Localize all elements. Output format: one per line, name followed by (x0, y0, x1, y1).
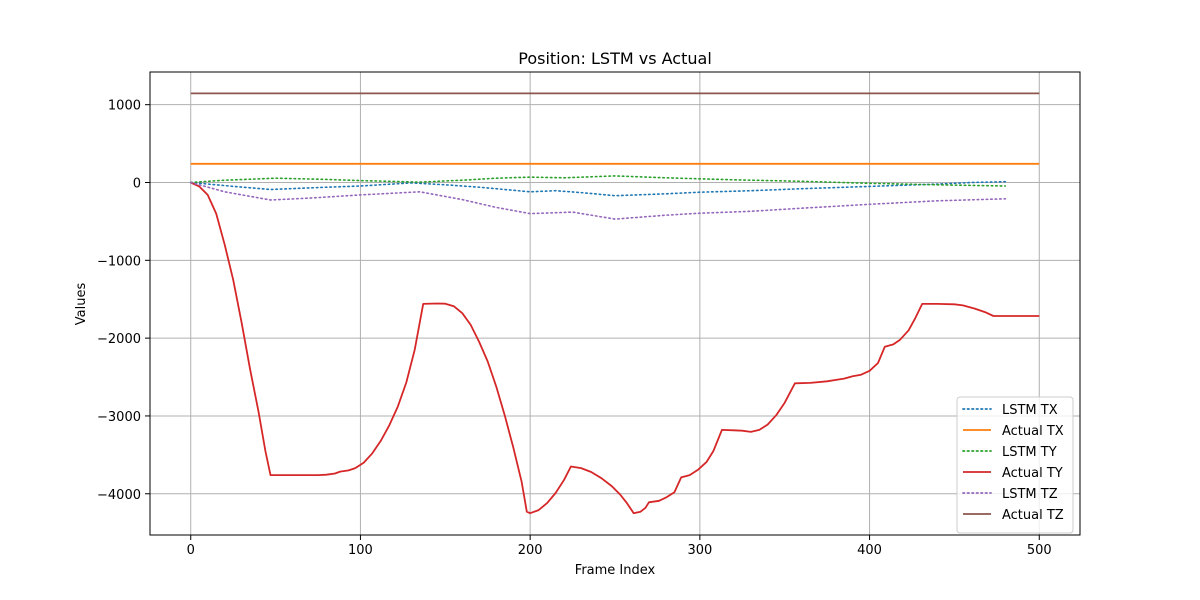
x-tick-label: 0 (187, 543, 195, 558)
x-tick-label: 100 (348, 543, 373, 558)
y-tick-label: −2000 (97, 332, 141, 347)
series-line-lstm-tx (189, 180, 1007, 197)
legend-label: Actual TZ (1002, 508, 1064, 523)
legend-label: Actual TX (1002, 424, 1064, 439)
x-axis-label: Frame Index (575, 563, 656, 578)
chart-title: Position: LSTM vs Actual (518, 49, 712, 68)
legend-box (956, 396, 1074, 534)
legend: LSTM TX Actual TX LSTM TY Actual TY LSTM TZ A… (956, 396, 1074, 534)
y-tick-label: −4000 (97, 488, 141, 503)
y-tick-label: −3000 (97, 410, 141, 425)
x-tick-label: 300 (687, 543, 712, 558)
y-tick-label: −1000 (97, 254, 141, 269)
plot-area-frame (149, 71, 1081, 536)
x-axis-ticks: 0 100 200 300 400 500 (187, 535, 1052, 558)
series-layer (189, 92, 1040, 515)
y-axis-label: Values (74, 283, 89, 326)
legend-label: LSTM TZ (1002, 487, 1058, 502)
legend-label: LSTM TY (1002, 445, 1057, 460)
series-line-actual-ty (190, 181, 1040, 515)
x-tick-label: 400 (857, 543, 882, 558)
grid-lines (150, 72, 1080, 535)
legend-label: LSTM TX (1002, 403, 1058, 418)
series-line-lstm-ty (189, 175, 1007, 187)
x-tick-label: 200 (518, 543, 543, 558)
legend-label: Actual TY (1002, 466, 1063, 481)
series-line-lstm-tz (189, 181, 1007, 220)
y-tick-label: 0 (133, 176, 141, 191)
y-axis-ticks: −4000 −3000 −2000 −1000 0 1000 (97, 99, 150, 503)
y-tick-label: 1000 (108, 99, 141, 114)
x-tick-label: 500 (1027, 543, 1052, 558)
